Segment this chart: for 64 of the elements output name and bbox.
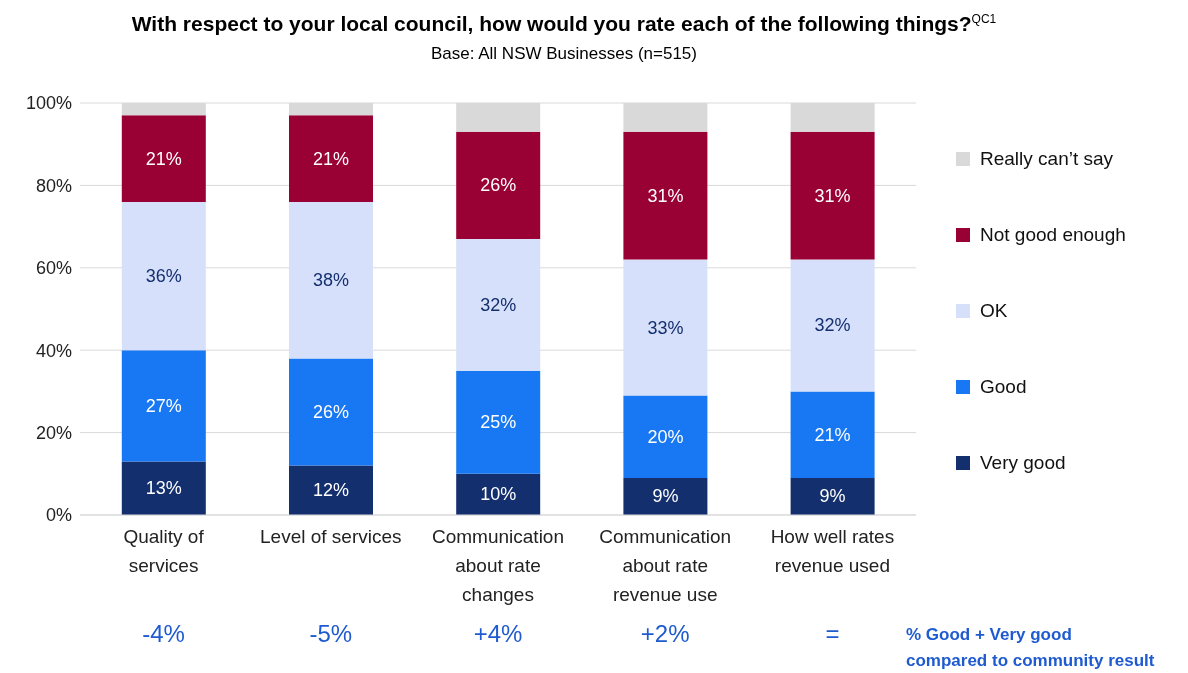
y-tick-label: 100%	[25, 93, 72, 114]
bar	[289, 115, 373, 202]
data-label: 20%	[647, 426, 684, 447]
bar	[790, 259, 875, 392]
bar	[121, 461, 206, 515]
y-tick-label: 0%	[45, 505, 72, 526]
text: +2%	[639, 620, 691, 648]
x-tick-label: How well rates revenue used	[770, 526, 895, 576]
data-label: 31%	[814, 185, 851, 206]
bar	[623, 259, 708, 396]
data-label: 9%	[652, 486, 679, 507]
text: -5%	[308, 620, 354, 648]
bar	[790, 477, 875, 515]
data-label: 26%	[312, 402, 350, 422]
chart-title: With respect to your local council, how would you rate each of the following things?$^{QC1}$	[130, 12, 998, 36]
legend-label: Good	[980, 376, 1027, 398]
bar	[456, 473, 541, 515]
data-label: 26%	[480, 175, 517, 196]
data-label: 12%	[312, 480, 350, 501]
y-tick-label: 60%	[35, 258, 72, 279]
bar	[121, 115, 206, 202]
y-tick-label: 40%	[35, 340, 72, 361]
legend-label: Really can’t say	[980, 148, 1114, 170]
bar	[121, 350, 206, 462]
text: -4%	[141, 620, 186, 648]
data-label: 9%	[819, 486, 846, 507]
bar	[623, 395, 708, 478]
bar	[289, 465, 373, 515]
bar	[456, 131, 541, 239]
x-tick-label: Communication about rate revenue use	[599, 526, 732, 605]
data-label: 32%	[814, 315, 851, 336]
legend-label: Not good enough	[980, 224, 1126, 246]
x-tick-label: Level of services	[260, 526, 402, 547]
x-tick-label: Quality of services	[123, 526, 205, 576]
data-label: 25%	[480, 412, 517, 433]
y-tick-label: 80%	[35, 175, 72, 196]
data-label: 21%	[814, 424, 851, 445]
data-label: 36%	[145, 266, 182, 287]
data-label: 21%	[312, 148, 350, 169]
bar	[121, 201, 206, 351]
bar	[790, 391, 875, 478]
text: +4%	[472, 620, 524, 648]
data-label: 21%	[145, 148, 182, 169]
bar	[456, 370, 541, 474]
legend-label: Very good	[980, 452, 1066, 474]
data-label: 27%	[145, 395, 182, 416]
x-tick-label: Communication about rate changes	[432, 526, 564, 605]
data-label: 38%	[312, 270, 350, 291]
text: =	[824, 620, 841, 648]
legend-label: OK	[980, 300, 1008, 322]
data-label: 13%	[145, 478, 182, 499]
y-tick-label: 20%	[35, 422, 72, 443]
data-label: 31%	[647, 185, 684, 206]
bar	[289, 201, 373, 359]
bar	[623, 477, 708, 515]
bar	[456, 238, 541, 371]
chart-subtitle: Base: All NSW Businesses (n=515)	[430, 44, 698, 64]
data-label: 32%	[480, 294, 517, 315]
data-label: 10%	[480, 484, 517, 505]
bar	[623, 131, 708, 260]
bar	[790, 131, 875, 260]
text: % Good + Very good compared to community result	[906, 624, 1156, 672]
data-label: 33%	[647, 317, 684, 338]
bar	[289, 358, 373, 466]
